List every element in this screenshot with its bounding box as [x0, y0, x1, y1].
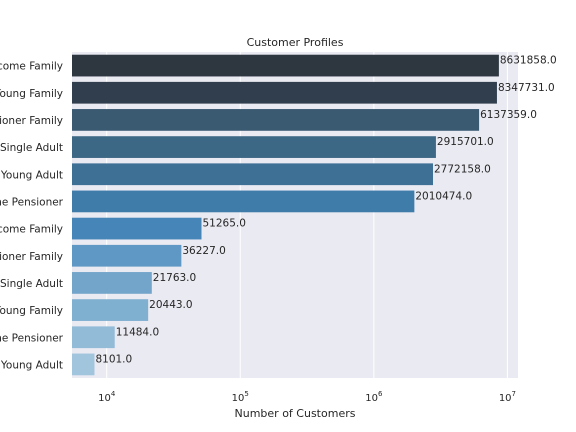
label-layer: 8631858.0 come Family 8347731.0 Young Famil…	[0, 55, 557, 372]
y-tick-label: come Family	[0, 224, 63, 236]
x-tick-label: 107	[499, 390, 516, 404]
bar-value-label: 11484.0	[116, 326, 159, 338]
bar-value-label: 8101.0	[95, 353, 132, 365]
bar-value-label: 6137359.0	[480, 109, 537, 121]
y-tick-label: Young Family	[0, 88, 63, 100]
bar-value-label: 8631858.0	[500, 55, 557, 67]
y-tick-label: Young Family	[0, 305, 63, 317]
y-tick-label: sioner Family	[0, 115, 63, 127]
y-tick-label: sioner Family	[0, 251, 63, 263]
bar-value-label: 8347731.0	[498, 82, 555, 94]
y-tick-label: e Young Adult	[0, 169, 63, 181]
bar	[72, 326, 115, 349]
y-tick-label: Single Adult	[0, 278, 63, 290]
bar-value-label: 20443.0	[149, 299, 192, 311]
bar	[72, 244, 182, 267]
y-tick-label: me Pensioner	[0, 332, 64, 344]
bar	[72, 54, 499, 77]
bar	[72, 217, 202, 240]
y-tick-label: me Pensioner	[0, 196, 64, 208]
bar	[72, 109, 480, 131]
bar-layer	[72, 54, 499, 376]
bar-value-label: 2915701.0	[437, 136, 494, 148]
bar	[72, 272, 152, 294]
grid-layer	[106, 52, 508, 378]
bar-value-label: 51265.0	[203, 218, 246, 230]
bar	[72, 299, 149, 321]
chart-title: Customer Profiles	[247, 36, 344, 49]
x-tick-label: 106	[365, 390, 383, 404]
bar-value-label: 36227.0	[182, 245, 225, 257]
tick-layer: 104 105 106 107	[98, 390, 516, 404]
x-axis-label: Number of Customers	[235, 407, 356, 420]
bar	[72, 353, 95, 376]
bar	[72, 190, 415, 213]
y-tick-label: e Single Adult	[0, 142, 63, 154]
bar	[72, 136, 436, 158]
bar-value-label: 2772158.0	[434, 163, 491, 175]
bar	[72, 81, 497, 104]
y-tick-label: come Family	[0, 61, 63, 73]
bar-value-label: 2010474.0	[415, 190, 472, 202]
y-tick-label: e Young Adult	[0, 359, 63, 371]
x-tick-label: 105	[232, 390, 249, 404]
bar-value-label: 21763.0	[153, 272, 196, 284]
plot-background	[72, 52, 518, 378]
bar	[72, 163, 433, 186]
x-tick-label: 104	[98, 390, 116, 404]
